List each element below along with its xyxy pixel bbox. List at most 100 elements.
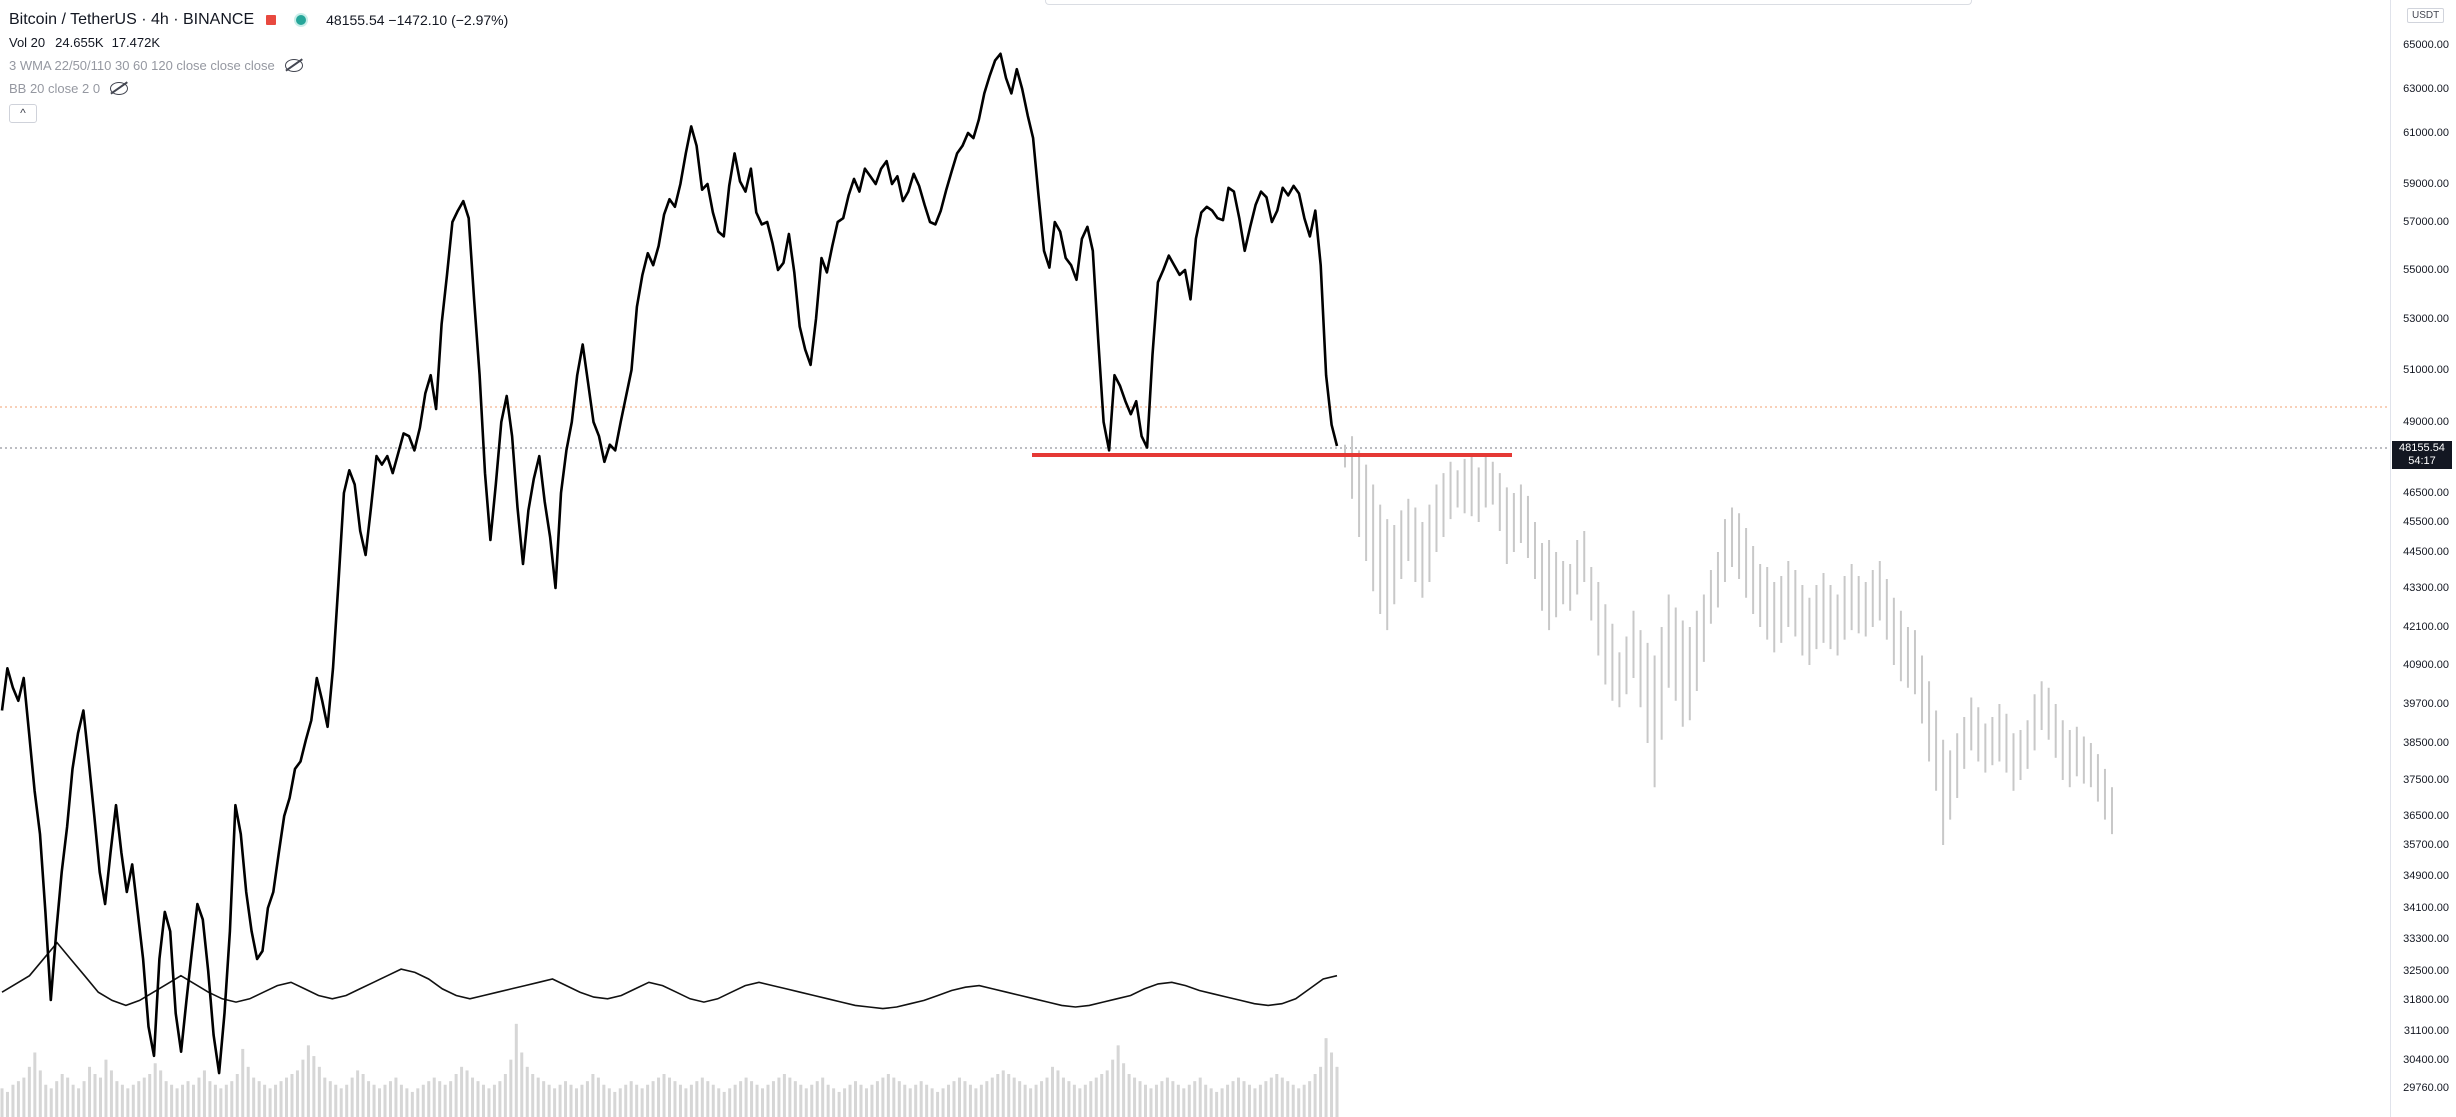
volume-bar bbox=[1269, 1077, 1273, 1117]
bb-indicator-row[interactable]: BB 20 close 2 0 bbox=[9, 77, 508, 100]
volume-bar bbox=[739, 1081, 743, 1117]
price-series-line bbox=[0, 52, 1339, 1075]
volume-bar bbox=[695, 1081, 699, 1117]
axis-tick-label: 44500.00 bbox=[2403, 546, 2449, 558]
price-axis[interactable]: 65000.00 63000.00 61000.00 59000.00 57000.00… bbox=[2390, 0, 2456, 1117]
volume-bar bbox=[750, 1081, 754, 1117]
volume-bar bbox=[66, 1077, 70, 1117]
volume-bar bbox=[1045, 1077, 1049, 1117]
volume-bar bbox=[432, 1077, 436, 1117]
volume-bar bbox=[82, 1081, 86, 1117]
volume-bar bbox=[410, 1091, 414, 1117]
volume-bar bbox=[405, 1088, 409, 1117]
volume-bar bbox=[1127, 1074, 1131, 1117]
volume-bar bbox=[361, 1074, 365, 1117]
volume-bar bbox=[1215, 1091, 1219, 1117]
volume-bar bbox=[449, 1081, 453, 1117]
volume-bar bbox=[1291, 1084, 1295, 1117]
axis-tick-label: 31800.00 bbox=[2403, 994, 2449, 1006]
top-toolbar-edge bbox=[1045, 0, 1972, 5]
volume-bar bbox=[974, 1088, 978, 1117]
volume-bar bbox=[925, 1084, 929, 1117]
volume-bar bbox=[629, 1081, 633, 1117]
volume-bar bbox=[186, 1081, 190, 1117]
volume-bar bbox=[881, 1077, 885, 1117]
volume-bar bbox=[755, 1084, 759, 1117]
volume-bar bbox=[1324, 1038, 1328, 1117]
volume-bar bbox=[618, 1088, 622, 1117]
volume-bar bbox=[1034, 1084, 1038, 1117]
volume-bar bbox=[1029, 1088, 1033, 1117]
axis-tick-label: 33300.00 bbox=[2403, 933, 2449, 945]
volume-bar bbox=[11, 1084, 15, 1117]
projection-bars bbox=[1344, 436, 2113, 845]
volume-bar bbox=[886, 1074, 890, 1117]
volume-bar bbox=[788, 1077, 792, 1117]
volume-bar bbox=[870, 1084, 874, 1117]
volume-bar bbox=[646, 1084, 650, 1117]
volume-bar bbox=[16, 1081, 20, 1117]
volume-bar bbox=[295, 1070, 299, 1117]
volume-bar bbox=[892, 1077, 896, 1117]
volume-bar bbox=[711, 1084, 715, 1117]
volume-bar bbox=[38, 1070, 42, 1117]
volume-bar bbox=[1313, 1074, 1317, 1117]
volume-bar bbox=[1280, 1077, 1284, 1117]
hidden-eye-icon[interactable] bbox=[110, 82, 129, 95]
volume-bar bbox=[837, 1091, 841, 1117]
volume-bar bbox=[71, 1084, 75, 1117]
volume-bar bbox=[952, 1081, 956, 1117]
volume-bar bbox=[126, 1088, 130, 1117]
volume-indicator-name: Vol 20 bbox=[9, 35, 46, 50]
volume-bar bbox=[120, 1084, 124, 1117]
volume-bar bbox=[1078, 1088, 1082, 1117]
volume-bar bbox=[624, 1084, 628, 1117]
volume-bar bbox=[1319, 1066, 1323, 1117]
volume-bar bbox=[421, 1084, 425, 1117]
volume-bar bbox=[1012, 1077, 1016, 1117]
volume-bar bbox=[460, 1066, 464, 1117]
axis-tick-label: 59000.00 bbox=[2403, 178, 2449, 190]
volume-bar bbox=[416, 1088, 420, 1117]
reference-lines bbox=[0, 406, 2390, 449]
current-price-value: 48155.54 bbox=[2399, 442, 2445, 454]
volume-bar bbox=[947, 1084, 951, 1117]
volume-bar bbox=[585, 1081, 589, 1117]
axis-tick-label: 29760.00 bbox=[2403, 1082, 2449, 1094]
hidden-eye-icon[interactable] bbox=[284, 59, 303, 72]
volume-bar bbox=[1226, 1084, 1230, 1117]
market-open-icon bbox=[294, 12, 309, 27]
axis-tick-label: 46500.00 bbox=[2403, 487, 2449, 499]
volume-bar bbox=[1193, 1081, 1197, 1117]
volume-bar bbox=[1100, 1074, 1104, 1117]
volume-bar bbox=[268, 1088, 272, 1117]
flag-icon[interactable] bbox=[266, 14, 277, 25]
volume-indicator-row[interactable]: Vol 20 24.655K 17.472K bbox=[9, 31, 508, 54]
volume-bar bbox=[1094, 1077, 1098, 1117]
volume-bar bbox=[930, 1088, 934, 1117]
volume-bar bbox=[235, 1074, 239, 1117]
volume-bar bbox=[465, 1070, 469, 1117]
volume-bar bbox=[0, 1088, 4, 1117]
volume-bar bbox=[717, 1088, 721, 1117]
volume-bar bbox=[1149, 1088, 1153, 1117]
volume-bar bbox=[224, 1084, 228, 1117]
volume-bar bbox=[230, 1081, 234, 1117]
volume-bar bbox=[914, 1084, 918, 1117]
symbol-title[interactable]: Bitcoin / TetherUS · 4h · BINANCE bbox=[9, 10, 255, 28]
volume-bar bbox=[1160, 1081, 1164, 1117]
collapse-legend-button[interactable]: ^ bbox=[9, 104, 37, 123]
volume-bar bbox=[345, 1084, 349, 1117]
volume-bar bbox=[651, 1081, 655, 1117]
volume-bar bbox=[202, 1070, 206, 1117]
price-chart[interactable] bbox=[0, 0, 2390, 1117]
volume-bar bbox=[1302, 1084, 1306, 1117]
volume-bar bbox=[1050, 1066, 1054, 1117]
volume-bars bbox=[0, 1023, 1339, 1117]
wma-indicator-row[interactable]: 3 WMA 22/50/110 30 60 120 close close cl… bbox=[9, 54, 508, 77]
volume-bar bbox=[547, 1084, 551, 1117]
currency-label[interactable]: USDT bbox=[2407, 8, 2445, 23]
volume-bar bbox=[328, 1081, 332, 1117]
volume-bar bbox=[684, 1088, 688, 1117]
volume-bar bbox=[191, 1084, 195, 1117]
